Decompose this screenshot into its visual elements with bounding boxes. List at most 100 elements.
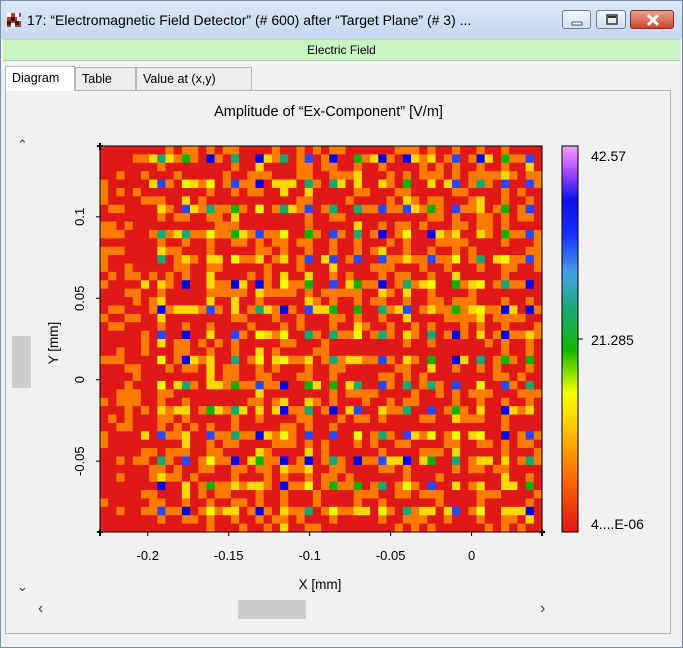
heatmap-cell — [329, 439, 338, 449]
heatmap-cell — [337, 305, 346, 315]
heatmap-cell — [132, 213, 142, 222]
heatmap-cell — [124, 263, 134, 273]
heatmap-cell — [476, 464, 486, 474]
heatmap-cell — [321, 380, 330, 390]
tab-value-at-xy[interactable]: Value at (x,y) — [136, 67, 252, 90]
heatmap-cell — [353, 347, 363, 357]
heatmap-cell — [484, 347, 494, 357]
heatmap-cell — [124, 490, 134, 499]
heatmap-cell — [509, 221, 518, 231]
heatmap-cell — [108, 364, 117, 373]
heatmap-cell — [124, 288, 134, 298]
heatmap-cell — [165, 229, 175, 239]
heatmap-cell — [476, 355, 486, 365]
heatmap-cell — [165, 481, 175, 491]
heatmap-cell — [140, 213, 150, 222]
heatmap-cell — [190, 397, 199, 407]
heatmap-cell — [116, 380, 125, 390]
heatmap-cell — [419, 246, 428, 256]
heatmap-cell — [288, 297, 297, 306]
heatmap-cell — [271, 154, 281, 164]
heatmap-cell — [427, 506, 436, 516]
heatmap-cell — [517, 406, 527, 415]
heatmap-cell — [361, 464, 371, 474]
scroll-left-arrow[interactable]: ‹ — [38, 600, 44, 617]
heatmap-cell — [468, 171, 477, 180]
heatmap-cell — [492, 422, 502, 432]
heatmap-cell — [296, 221, 306, 231]
heatmap-cell — [394, 288, 404, 298]
maximize-button[interactable] — [596, 10, 626, 29]
heatmap-cell — [345, 204, 355, 214]
heatmap-cell — [181, 313, 191, 323]
heatmap-cell — [190, 422, 199, 432]
heatmap-cell — [509, 162, 518, 172]
heatmap-cell — [198, 221, 207, 231]
heatmap-cell — [337, 213, 346, 222]
heatmap-cell — [108, 213, 117, 222]
vertical-scroll-thumb[interactable] — [12, 336, 31, 388]
heatmap-cell — [411, 146, 420, 155]
heatmap-cell — [198, 456, 207, 466]
heatmap-cell — [296, 204, 306, 214]
heatmap-cell — [402, 490, 412, 499]
heatmap-cell — [329, 221, 338, 231]
heatmap-cell — [378, 422, 387, 432]
heatmap-cell — [255, 179, 265, 189]
heatmap-cell — [427, 473, 436, 483]
heatmap-cell — [345, 406, 355, 415]
heatmap-cell — [271, 288, 281, 298]
tab-diagram[interactable]: Diagram — [5, 66, 75, 91]
heatmap-cell — [370, 322, 379, 332]
heatmap-cell — [386, 330, 396, 340]
heatmap-cell — [222, 523, 232, 533]
heatmap-cell — [165, 187, 175, 197]
scroll-up-arrow[interactable]: ⌃ — [17, 137, 28, 152]
close-button[interactable] — [630, 10, 674, 29]
heatmap-cell — [476, 196, 486, 206]
heatmap-cell — [353, 255, 363, 264]
heatmap-cell — [230, 288, 240, 298]
heatmap-cell — [173, 171, 183, 180]
heatmap-cell — [386, 380, 396, 390]
heatmap-cell — [361, 297, 371, 306]
heatmap-cell — [116, 422, 125, 432]
tab-table[interactable]: Table — [75, 67, 136, 90]
heatmap-cell — [140, 263, 150, 273]
heatmap-cell — [247, 414, 256, 424]
heatmap-cell — [124, 204, 134, 214]
heatmap-cell — [296, 464, 306, 474]
heatmap-cell — [288, 280, 297, 290]
minimize-button[interactable] — [562, 10, 591, 29]
heatmap-cell — [100, 364, 109, 373]
heatmap-cell — [149, 229, 158, 239]
heatmap-cell — [247, 204, 256, 214]
heatmap-cell — [181, 330, 191, 340]
heatmap-cell — [517, 271, 527, 281]
heatmap-cell — [140, 339, 150, 348]
scroll-down-arrow[interactable]: ⌄ — [17, 579, 28, 594]
heatmap-cell — [451, 523, 461, 533]
heatmap-cell — [108, 490, 117, 499]
heatmap-cell — [509, 414, 518, 424]
heatmap-cell — [484, 305, 494, 315]
chart-title: Amplitude of “Ex-Component” [V/m] — [214, 104, 443, 120]
heatmap-cell — [222, 280, 232, 290]
scroll-right-arrow[interactable]: › — [540, 600, 546, 617]
heatmap-cell — [206, 481, 215, 491]
heatmap-cell — [337, 313, 346, 323]
heatmap-cell — [116, 464, 125, 474]
horizontal-scroll-thumb[interactable] — [238, 600, 306, 619]
heatmap-cell — [288, 347, 297, 357]
heatmap-cell — [288, 213, 297, 222]
heatmap-cell — [468, 238, 477, 248]
heatmap-cell — [255, 347, 265, 357]
heatmap-cell — [149, 414, 158, 424]
heatmap-cell — [100, 490, 109, 499]
heatmap-cell — [140, 431, 150, 441]
heatmap-cell — [214, 406, 224, 415]
heatmap-cell — [247, 490, 256, 499]
heatmap-cell — [108, 498, 117, 508]
title-bar[interactable]: 17: “Electromagnetic Field Detector” (# … — [1, 1, 682, 39]
heatmap-cell — [501, 263, 510, 273]
